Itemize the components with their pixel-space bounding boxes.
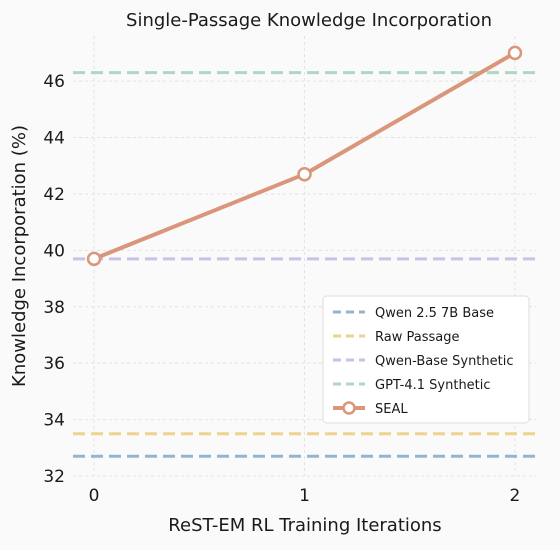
x-tick-label: 1 xyxy=(299,486,310,506)
legend-label: GPT-4.1 Synthetic xyxy=(375,378,491,393)
x-tick-label: 2 xyxy=(510,486,521,506)
legend-marker xyxy=(342,401,356,415)
y-tick-label: 44 xyxy=(43,129,65,149)
x-axis-title: ReST-EM RL Training Iterations xyxy=(168,515,441,536)
chart-title: Single-Passage Knowledge Incorporation xyxy=(126,10,492,31)
data-point xyxy=(86,251,102,267)
legend-label: Qwen 2.5 7B Base xyxy=(375,306,494,321)
data-point xyxy=(297,166,312,182)
legend-label: Qwen-Base Synthetic xyxy=(375,354,514,369)
y-tick-label: 42 xyxy=(43,185,65,205)
series-layer xyxy=(86,45,523,267)
y-tick-labels: 32 34 36 38 40 42 44 46 xyxy=(43,72,65,487)
data-point xyxy=(507,45,523,61)
reference-lines xyxy=(73,71,536,458)
legend: Qwen 2.5 7B Base Raw Passage Qwen-Base Syn… xyxy=(322,295,530,424)
y-tick-label: 38 xyxy=(43,298,65,318)
legend-box xyxy=(322,295,530,424)
y-axis-title: Knowledge Incorporation (%) xyxy=(9,125,30,387)
legend-label: Raw Passage xyxy=(375,330,459,345)
y-tick-label: 46 xyxy=(43,72,65,92)
legend-label: SEAL xyxy=(375,402,408,417)
y-tick-label: 36 xyxy=(43,354,65,374)
y-tick-label: 34 xyxy=(43,411,65,431)
y-tick-label: 32 xyxy=(43,467,65,487)
x-tick-labels: 0 1 2 xyxy=(89,486,521,506)
y-tick-label: 40 xyxy=(43,241,65,261)
x-tick-label: 0 xyxy=(89,486,100,506)
